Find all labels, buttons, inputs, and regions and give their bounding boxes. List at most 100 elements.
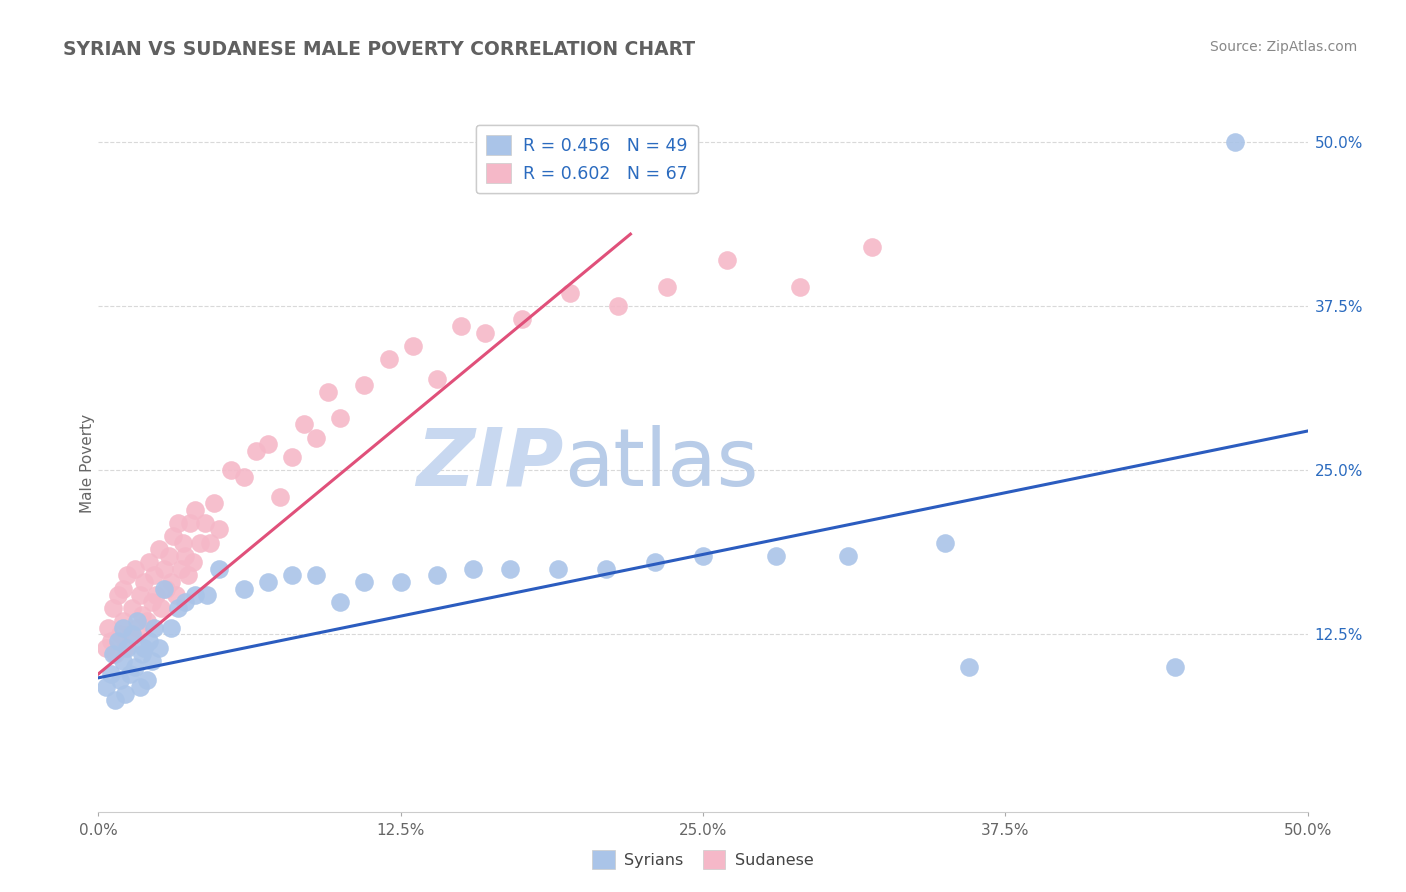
Point: [165, 588, 187, 602]
Point: [232, 470, 254, 484]
Point: [152, 582, 174, 596]
Point: [111, 621, 134, 635]
Point: [135, 615, 157, 629]
Point: [131, 647, 153, 661]
Point: [450, 318, 472, 333]
Point: [292, 417, 315, 432]
Point: [177, 568, 200, 582]
Point: [184, 588, 207, 602]
Point: [765, 549, 787, 563]
Point: [1223, 135, 1246, 149]
Text: atlas: atlas: [564, 425, 758, 503]
Point: [204, 496, 226, 510]
Point: [101, 601, 124, 615]
Point: [94, 640, 117, 655]
Point: [316, 384, 339, 399]
Point: [121, 601, 143, 615]
Point: [148, 640, 170, 655]
Point: [160, 574, 183, 589]
Point: [195, 588, 218, 602]
Point: [117, 640, 139, 655]
Point: [157, 549, 180, 563]
Point: [607, 299, 630, 313]
Point: [134, 574, 156, 589]
Point: [138, 555, 160, 569]
Point: [188, 535, 211, 549]
Point: [174, 549, 197, 563]
Point: [111, 582, 134, 596]
Point: [101, 647, 124, 661]
Point: [143, 568, 166, 582]
Point: [716, 253, 738, 268]
Point: [194, 516, 217, 530]
Text: ZIP: ZIP: [416, 425, 564, 503]
Legend: R = 0.456   N = 49, R = 0.602   N = 67: R = 0.456 N = 49, R = 0.602 N = 67: [475, 125, 697, 194]
Point: [141, 654, 163, 668]
Point: [135, 673, 157, 688]
Point: [595, 562, 617, 576]
Point: [934, 535, 956, 549]
Point: [208, 523, 231, 537]
Point: [150, 601, 173, 615]
Point: [117, 568, 139, 582]
Point: [232, 582, 254, 596]
Point: [167, 516, 190, 530]
Point: [426, 568, 449, 582]
Point: [837, 549, 859, 563]
Point: [498, 562, 520, 576]
Point: [789, 279, 811, 293]
Point: [547, 562, 569, 576]
Point: [402, 339, 425, 353]
Point: [692, 549, 714, 563]
Point: [128, 588, 150, 602]
Point: [198, 535, 221, 549]
Point: [111, 654, 134, 668]
Point: [148, 542, 170, 557]
Point: [353, 378, 375, 392]
Point: [281, 568, 304, 582]
Point: [1163, 660, 1185, 674]
Point: [114, 687, 136, 701]
Point: [108, 627, 131, 641]
Point: [221, 463, 243, 477]
Point: [118, 666, 141, 681]
Point: [118, 627, 141, 641]
Point: [107, 588, 129, 602]
Point: [426, 371, 449, 385]
Point: [104, 647, 127, 661]
Point: [169, 562, 191, 576]
Legend: Syrians, Sudanese: Syrians, Sudanese: [586, 844, 820, 875]
Point: [245, 443, 267, 458]
Point: [138, 634, 160, 648]
Point: [329, 410, 352, 425]
Point: [167, 601, 190, 615]
Point: [184, 503, 207, 517]
Point: [463, 562, 485, 576]
Point: [305, 431, 328, 445]
Point: [329, 595, 352, 609]
Point: [143, 621, 166, 635]
Point: [100, 634, 122, 648]
Point: [179, 516, 201, 530]
Text: Source: ZipAtlas.com: Source: ZipAtlas.com: [1209, 40, 1357, 54]
Point: [377, 351, 399, 366]
Point: [181, 555, 204, 569]
Point: [860, 240, 883, 254]
Point: [145, 588, 167, 602]
Point: [152, 562, 174, 576]
Point: [141, 595, 163, 609]
Point: [127, 615, 149, 629]
Point: [256, 437, 278, 451]
Point: [644, 555, 666, 569]
Point: [104, 693, 127, 707]
Point: [128, 680, 150, 694]
Point: [155, 582, 177, 596]
Point: [269, 490, 291, 504]
Point: [94, 680, 117, 694]
Point: [160, 621, 183, 635]
Point: [114, 640, 136, 655]
Point: [353, 574, 375, 589]
Point: [474, 326, 496, 340]
Point: [134, 640, 156, 655]
Point: [162, 529, 184, 543]
